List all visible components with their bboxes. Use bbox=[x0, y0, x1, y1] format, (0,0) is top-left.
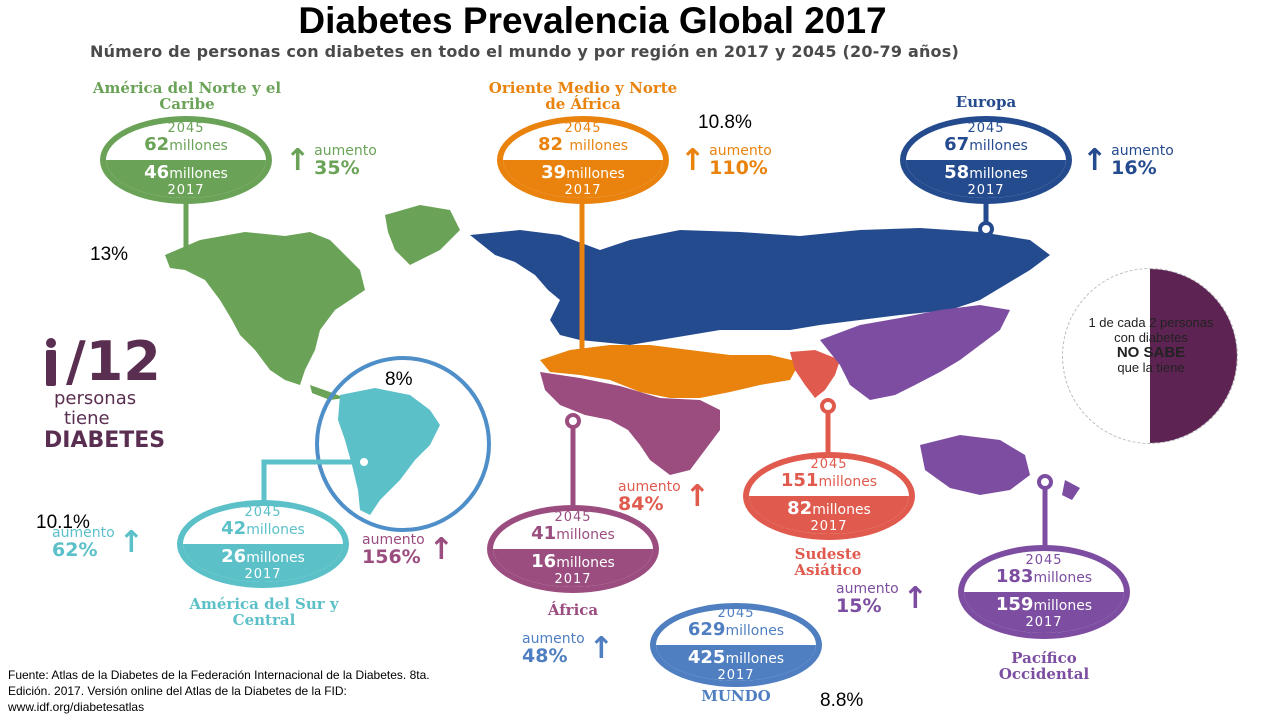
badge-wp: 2045 183millones 159millones 2017 bbox=[958, 545, 1130, 639]
increase-world: ↑ aumento 48% bbox=[522, 631, 614, 667]
value-2045: 62 bbox=[144, 134, 170, 155]
map-greenland bbox=[385, 205, 460, 265]
map-mena bbox=[540, 345, 800, 398]
arrow-up-icon: ↑ bbox=[902, 581, 928, 616]
arrow-up-icon: ↑ bbox=[1082, 143, 1108, 178]
prevalence-world: 8.8% bbox=[820, 690, 864, 711]
map-caribbean bbox=[310, 385, 345, 400]
region-label-wp: Pacífico Occidental bbox=[998, 649, 1090, 683]
region-label-eur: Europa bbox=[955, 93, 1017, 111]
arrow-up-icon: ↑ bbox=[684, 479, 710, 514]
badge-sac: 2045 42millones 26millones 2017 bbox=[177, 500, 349, 588]
page-title: Diabetes Prevalencia Global 2017 bbox=[298, 0, 887, 41]
prevalence-sac: 8% bbox=[385, 369, 413, 390]
increase-sea: ↑ aumento 84% bbox=[618, 479, 710, 515]
increase-wp: ↑ aumento 15% bbox=[836, 581, 928, 617]
arrow-up-icon: ↑ bbox=[118, 525, 144, 560]
connector-wp-end bbox=[1037, 474, 1053, 490]
map-south-america bbox=[338, 388, 440, 515]
one-in-line3: DIABETES bbox=[44, 428, 166, 453]
connector-eur-end bbox=[978, 221, 994, 237]
prevalence-nac: 13% bbox=[90, 244, 129, 265]
south-america-highlight-ring bbox=[315, 356, 491, 532]
arrow-up-icon: ↑ bbox=[428, 532, 454, 567]
arrow-up-icon: ↑ bbox=[680, 143, 706, 178]
increase-eur: ↑ aumento 16% bbox=[1082, 143, 1174, 179]
increase-afr: ↑ aumento 156% bbox=[362, 532, 454, 568]
prevalence-sac-2: 10.1% bbox=[36, 512, 90, 533]
year-2017: 2017 bbox=[167, 183, 205, 198]
one-in-line2: tiene bbox=[64, 408, 110, 429]
connector-sac-end bbox=[356, 454, 372, 470]
map-africa bbox=[540, 372, 720, 475]
person-icon bbox=[44, 337, 58, 387]
increase-nac: ↑ aumento 35% bbox=[285, 143, 377, 179]
region-label-afr: África bbox=[547, 601, 599, 619]
map-new-zealand bbox=[1062, 480, 1080, 500]
map-australia bbox=[920, 435, 1030, 495]
region-label-mena: Oriente Medio y Norte de África bbox=[488, 79, 678, 113]
increase-sac: ↑ aumento 62% bbox=[52, 525, 144, 561]
year-2045: 2045 bbox=[167, 121, 205, 136]
no-sabe-line3: NO SABE bbox=[1116, 344, 1186, 361]
region-label-world: MUNDO bbox=[701, 687, 771, 705]
map-north-america bbox=[165, 232, 365, 385]
badge-mena: 2045 82 millones 39millones 2017 bbox=[497, 116, 669, 204]
badge-eur: 2045 67millones 58millones 2017 bbox=[900, 116, 1072, 204]
arrow-up-icon: ↑ bbox=[285, 143, 311, 178]
map-europe bbox=[470, 228, 1050, 345]
badge-nac: 2045 62millones 46millones 2017 bbox=[100, 116, 272, 204]
region-label-sea: Sudeste Asiático bbox=[794, 545, 862, 579]
badge-afr: 2045 41millones 16millones 2017 bbox=[487, 505, 659, 593]
prevalence-mena: 10.8% bbox=[698, 112, 752, 133]
value-2017: 46 bbox=[144, 162, 170, 183]
source-note: Fuente: Atlas de la Diabetes de la Feder… bbox=[8, 668, 430, 714]
connector-sea-end bbox=[820, 398, 836, 414]
one-in-twelve-panel: /12 personas tiene DIABETES bbox=[44, 330, 166, 453]
increase-mena: ↑ aumento 110% bbox=[680, 143, 772, 179]
badge-sea: 2045 151millones 82millones 2017 bbox=[743, 452, 915, 540]
no-sabe-line1: 1 de cada 2 personas bbox=[1088, 315, 1214, 330]
region-label-nac: América del Norte y el Caribe bbox=[92, 79, 282, 113]
arrow-up-icon: ↑ bbox=[588, 631, 614, 666]
connector-afr-end bbox=[565, 413, 581, 429]
no-sabe-line2: con diabetes bbox=[1114, 330, 1188, 345]
page-subtitle: Número de personas con diabetes en todo … bbox=[90, 42, 959, 61]
no-sabe-half-fill bbox=[1150, 269, 1237, 443]
badge-world: 2045 629millones 425millones 2017 bbox=[650, 603, 822, 687]
connector-sac bbox=[261, 459, 362, 500]
ratio-text: /12 bbox=[66, 330, 161, 393]
one-in-line1: personas bbox=[54, 388, 137, 409]
region-label-sac: América del Sur y Central bbox=[189, 595, 339, 629]
no-sabe-circle: 1 de cada 2 personas con diabetes NO SAB… bbox=[1062, 268, 1238, 444]
map-western-pacific bbox=[820, 305, 1010, 400]
no-sabe-line4: que la tiene bbox=[1117, 360, 1185, 375]
map-southeast-asia bbox=[790, 350, 840, 398]
